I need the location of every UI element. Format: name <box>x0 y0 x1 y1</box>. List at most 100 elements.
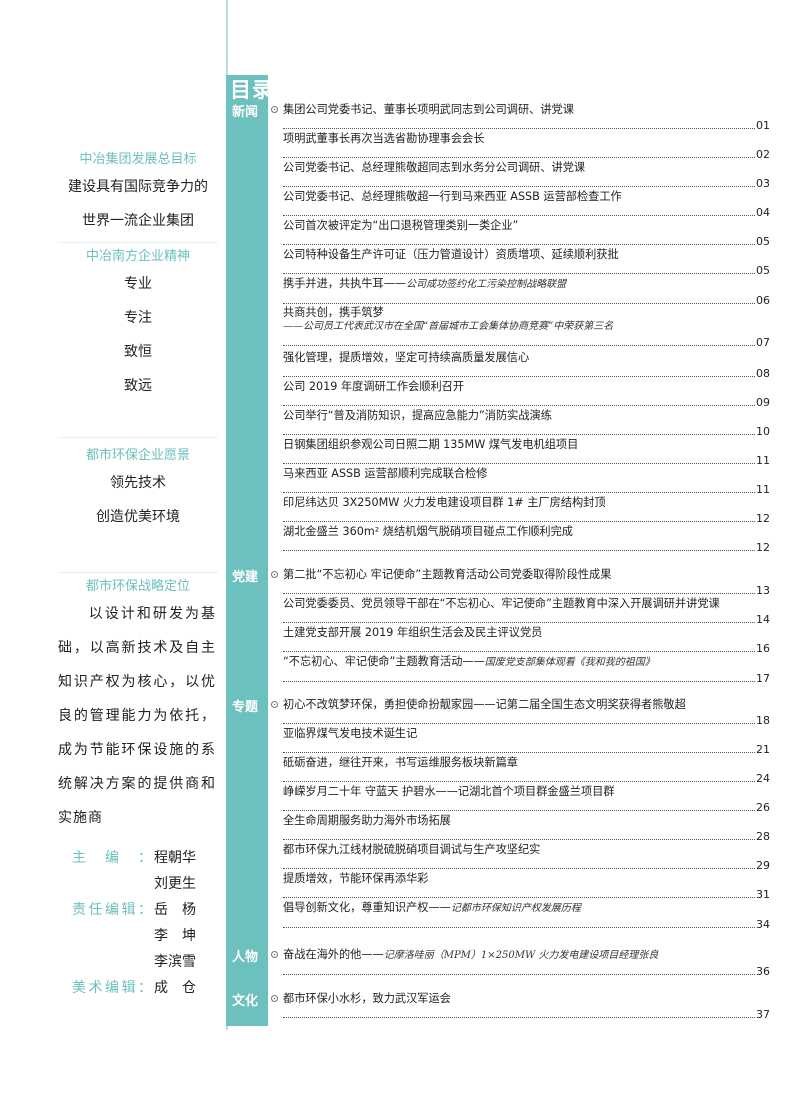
toc-entry[interactable]: 土建党支部开展 2019 年组织生活会及民主评议党员 16 <box>283 626 776 655</box>
toc-entry[interactable]: 第二批“不忘初心 牢记使命”主题教育活动公司党委取得阶段性成果 13 <box>283 568 776 597</box>
leader-dots <box>283 303 755 304</box>
page-number[interactable]: 01 <box>756 119 770 132</box>
page-number[interactable]: 29 <box>756 859 770 872</box>
toc-entry[interactable]: 提质增效，节能环保再添华彩 31 <box>283 872 776 901</box>
toc-entry[interactable]: 公司举行“普及消防知识，提高应急能力”消防实战演练 10 <box>283 409 776 438</box>
toc-entry[interactable]: 集团公司党委书记、董事长项明武同志到公司调研、讲党课 01 <box>283 103 776 132</box>
leader-dots <box>283 215 755 216</box>
entry-title[interactable]: 公司特种设备生产许可证（压力管道设计）资质增项、延续顺利获批 <box>283 248 619 261</box>
entry-title[interactable]: 印尼纬达贝 3X250MW 火力发电建设项目群 1# 主厂房结构封顶 <box>283 496 606 509</box>
page-number[interactable]: 21 <box>756 743 770 756</box>
page-number[interactable]: 37 <box>756 1008 770 1021</box>
entry-title[interactable]: 初心不改筑梦环保，勇担使命扮靓家园——记第二届全国生态文明奖获得者熊敬超 <box>283 698 686 711</box>
page-number[interactable]: 02 <box>756 148 770 161</box>
entry-title[interactable]: 集团公司党委书记、董事长项明武同志到公司调研、讲党课 <box>283 103 574 116</box>
entry-title[interactable]: 峥嵘岁月二十年 守蓝天 护碧水——记湖北首个项目群金盛兰项目群 <box>283 785 615 798</box>
toc-entry[interactable]: 共商共创，携手筑梦 ——公司员工代表武汉市在全国“首届城市工会集体协商竞赛”中荣获… <box>283 306 776 351</box>
page-number[interactable]: 13 <box>756 584 770 597</box>
toc-entry[interactable]: 峥嵘岁月二十年 守蓝天 护碧水——记湖北首个项目群金盛兰项目群 26 <box>283 785 776 814</box>
entry-title[interactable]: 提质增效，节能环保再添华彩 <box>283 872 429 885</box>
leader-dots <box>283 345 755 346</box>
entry-title[interactable]: 公司举行“普及消防知识，提高应急能力”消防实战演练 <box>283 409 552 422</box>
dot-leader: 03 <box>283 176 776 190</box>
entry-title[interactable]: 奋战在海外的他—— <box>283 948 384 961</box>
entry-title[interactable]: 马来西亚 ASSB 运营部顺利完成联合检修 <box>283 467 488 480</box>
page-number[interactable]: 07 <box>756 336 770 349</box>
page-number[interactable]: 05 <box>756 235 770 248</box>
entry-title[interactable]: 倡导创新文化，尊重知识产权—— <box>283 901 451 914</box>
entry-title[interactable]: 湖北金盛兰 360m² 烧结机烟气脱硝项目碰点工作顺利完成 <box>283 525 573 538</box>
page-number[interactable]: 28 <box>756 830 770 843</box>
entry-title[interactable]: 日钢集团组织参观公司日照二期 135MW 煤气发电机组项目 <box>283 438 579 451</box>
page-number[interactable]: 12 <box>756 541 770 554</box>
page-number[interactable]: 24 <box>756 772 770 785</box>
entry-title-line: 印尼纬达贝 3X250MW 火力发电建设项目群 1# 主厂房结构封顶 <box>283 496 776 510</box>
entry-title[interactable]: 公司党委书记、总经理熊敬超同志到水务分公司调研、讲党课 <box>283 161 586 174</box>
toc-entry[interactable]: 全生命周期服务助力海外市场拓展 28 <box>283 814 776 843</box>
page-number[interactable]: 34 <box>756 918 770 931</box>
page-number[interactable]: 12 <box>756 512 770 525</box>
toc-entry[interactable]: 都市环保小水杉，致力武汉军运会 37 <box>283 992 776 1021</box>
page-number[interactable]: 08 <box>756 367 770 380</box>
page-number[interactable]: 10 <box>756 425 770 438</box>
toc-entry[interactable]: 公司党委书记、总经理熊敬超一行到马来西亚 ASSB 运营部检查工作 04 <box>283 190 776 219</box>
entry-title[interactable]: 公司 2019 年度调研工作会顺利召开 <box>283 380 465 393</box>
page-number[interactable]: 04 <box>756 206 770 219</box>
toc-entry[interactable]: 亚临界煤气发电技术诞生记 21 <box>283 727 776 756</box>
dot-leader: 01 <box>283 118 776 132</box>
page-number[interactable]: 16 <box>756 642 770 655</box>
toc-entry[interactable]: 初心不改筑梦环保，勇担使命扮靓家园——记第二届全国生态文明奖获得者熊敬超 18 <box>283 698 776 727</box>
page-number[interactable]: 11 <box>756 454 770 467</box>
entry-title[interactable]: 公司党委委员、党员领导干部在“不忘初心、牢记使命”主题教育中深入开展调研并讲党课 <box>283 597 720 610</box>
page-number[interactable]: 09 <box>756 396 770 409</box>
entry-title[interactable]: 携手并进，共执牛耳—— <box>283 277 407 290</box>
dot-leader: 21 <box>283 742 776 756</box>
entry-title[interactable]: 强化管理，提质增效，坚定可持续高质量发展信心 <box>283 351 530 364</box>
toc-entry[interactable]: 公司党委书记、总经理熊敬超同志到水务分公司调研、讲党课 03 <box>283 161 776 190</box>
toc-entry[interactable]: 奋战在海外的他——记摩洛哇丽（MPM）1×250MW 火力发电建设项目经理张良 3… <box>283 948 776 978</box>
toc-entry[interactable]: 公司特种设备生产许可证（压力管道设计）资质增项、延续顺利获批 05 <box>283 248 776 277</box>
page-number[interactable]: 31 <box>756 888 770 901</box>
toc-entry[interactable]: 公司党委委员、党员领导干部在“不忘初心、牢记使命”主题教育中深入开展调研并讲党课… <box>283 597 776 626</box>
toc-entry[interactable]: 携手并进，共执牛耳——公司成功签约化工污染控制战略联盟 06 <box>283 277 776 307</box>
entry-title-line: 公司 2019 年度调研工作会顺利召开 <box>283 380 776 394</box>
toc-entry[interactable]: 印尼纬达贝 3X250MW 火力发电建设项目群 1# 主厂房结构封顶 12 <box>283 496 776 525</box>
editor-role: 美术编辑： <box>72 980 152 996</box>
page-number[interactable]: 14 <box>756 613 770 626</box>
entry-title[interactable]: 都市环保小水杉，致力武汉军运会 <box>283 992 451 1005</box>
entry-title[interactable]: “不忘初心、牢记使命”主题教育活动—— <box>283 655 485 668</box>
leader-dots <box>283 1017 755 1018</box>
toc-entry[interactable]: 项明武董事长再次当选省勘协理事会会长 02 <box>283 132 776 161</box>
toc-entry[interactable]: 公司首次被评定为“出口退税管理类别一类企业” 05 <box>283 219 776 248</box>
toc-entry[interactable]: “不忘初心、牢记使命”主题教育活动——国废党支部集体观看《我和我的祖国》 17 <box>283 655 776 685</box>
entry-title-line: 公司党委书记、总经理熊敬超一行到马来西亚 ASSB 运营部检查工作 <box>283 190 776 204</box>
entry-title[interactable]: 都市环保九江线材脱硫脱硝项目调试与生产攻坚纪实 <box>283 843 541 856</box>
entry-title[interactable]: 全生命周期服务助力海外市场拓展 <box>283 814 451 827</box>
entry-title[interactable]: 砥砺奋进，继往开来，书写运维服务板块新篇章 <box>283 756 518 769</box>
toc-entry[interactable]: 倡导创新文化，尊重知识产权——记都市环保知识产权发展历程 34 <box>283 901 776 931</box>
entry-title[interactable]: 项明武董事长再次当选省勘协理事会会长 <box>283 132 485 145</box>
page-number[interactable]: 26 <box>756 801 770 814</box>
toc-section: 人物 奋战在海外的他——记摩洛哇丽（MPM）1×250MW 火力发电建设项目经理张… <box>226 948 776 978</box>
toc-entry[interactable]: 马来西亚 ASSB 运营部顺利完成联合检修 11 <box>283 467 776 496</box>
toc-entry[interactable]: 砥砺奋进，继往开来，书写运维服务板块新篇章 24 <box>283 756 776 785</box>
page-number[interactable]: 17 <box>756 672 770 685</box>
entry-title[interactable]: 土建党支部开展 2019 年组织生活会及民主评议党员 <box>283 626 543 639</box>
page-number[interactable]: 36 <box>756 965 770 978</box>
toc-entry[interactable]: 日钢集团组织参观公司日照二期 135MW 煤气发电机组项目 11 <box>283 438 776 467</box>
page-number[interactable]: 18 <box>756 714 770 727</box>
page-number[interactable]: 03 <box>756 177 770 190</box>
entry-title[interactable]: 第二批“不忘初心 牢记使命”主题教育活动公司党委取得阶段性成果 <box>283 568 612 581</box>
toc-entry[interactable]: 公司 2019 年度调研工作会顺利召开 09 <box>283 380 776 409</box>
entry-title[interactable]: 亚临界煤气发电技术诞生记 <box>283 727 418 740</box>
entry-title[interactable]: 共商共创，携手筑梦 <box>283 306 384 319</box>
page-number[interactable]: 06 <box>756 294 770 307</box>
separator <box>58 437 218 438</box>
toc-entry[interactable]: 强化管理，提质增效，坚定可持续高质量发展信心 08 <box>283 351 776 380</box>
entry-title[interactable]: 公司首次被评定为“出口退税管理类别一类企业” <box>283 219 519 232</box>
toc-entry[interactable]: 湖北金盛兰 360m² 烧结机烟气脱硝项目碰点工作顺利完成 12 <box>283 525 776 554</box>
entry-title[interactable]: 公司党委书记、总经理熊敬超一行到马来西亚 ASSB 运营部检查工作 <box>283 190 622 203</box>
toc-entry[interactable]: 都市环保九江线材脱硫脱硝项目调试与生产攻坚纪实 29 <box>283 843 776 872</box>
page-number[interactable]: 11 <box>756 483 770 496</box>
page-number[interactable]: 05 <box>756 264 770 277</box>
